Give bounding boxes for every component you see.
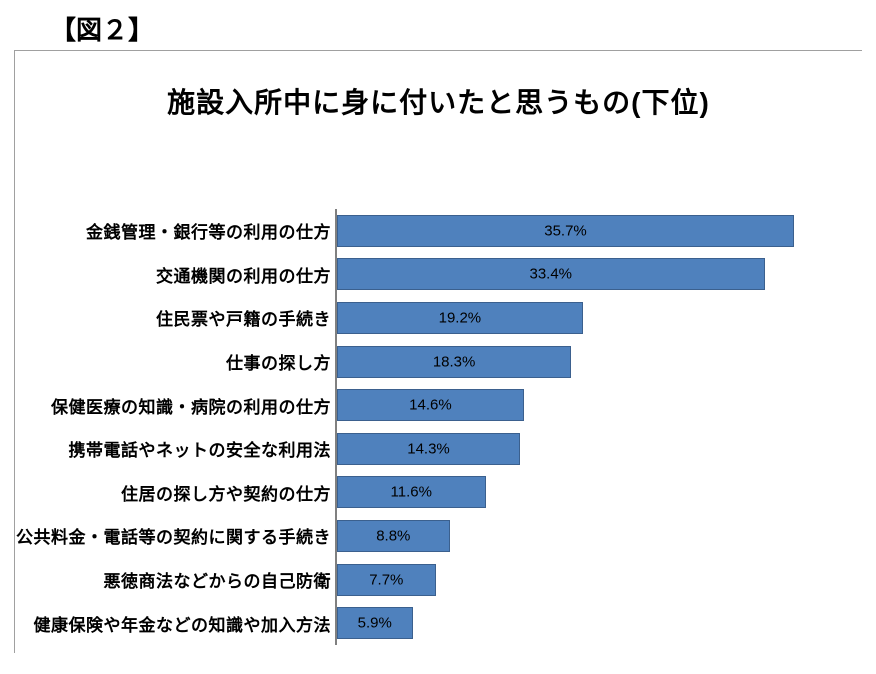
bar-row: 14.3% (337, 427, 849, 471)
category-label: 悪徳商法などからの自己防衛 (104, 558, 332, 602)
bar-row: 35.7% (337, 209, 849, 253)
figure-label: 【図２】 (0, 0, 876, 47)
bar-value-label: 33.4% (529, 266, 572, 283)
category-label: 住民票や戸籍の手続き (156, 296, 331, 340)
bar: 14.6% (337, 389, 524, 421)
bar-value-label: 18.3% (433, 353, 476, 370)
bar: 5.9% (337, 607, 413, 639)
category-label: 公共料金・電話等の契約に関する手続き (16, 514, 331, 558)
chart-title: 施設入所中に身に付いたと思うもの(下位) (15, 51, 862, 141)
bar: 18.3% (337, 346, 571, 378)
category-label: 仕事の探し方 (226, 340, 331, 384)
bar-row: 7.7% (337, 558, 849, 602)
bar-row: 18.3% (337, 340, 849, 384)
bar-value-label: 35.7% (544, 222, 587, 239)
category-label: 交通機関の利用の仕方 (156, 253, 331, 297)
bar-value-label: 5.9% (358, 615, 392, 632)
bar-row: 14.6% (337, 383, 849, 427)
bar-value-label: 19.2% (439, 309, 482, 326)
bar: 7.7% (337, 564, 436, 596)
bar-row: 19.2% (337, 296, 849, 340)
bar: 35.7% (337, 215, 794, 247)
category-label: 金銭管理・銀行等の利用の仕方 (86, 209, 331, 253)
category-label: 保健医療の知識・病院の利用の仕方 (51, 383, 331, 427)
bar: 19.2% (337, 302, 583, 334)
bar-value-label: 14.3% (407, 440, 450, 457)
bar-row: 5.9% (337, 601, 849, 645)
bar: 8.8% (337, 520, 450, 552)
category-label: 携帯電話やネットの安全な利用法 (69, 427, 332, 471)
bar-value-label: 8.8% (376, 527, 410, 544)
chart-frame: 施設入所中に身に付いたと思うもの(下位) 金銭管理・銀行等の利用の仕方 交通機関… (14, 50, 862, 653)
bar-row: 33.4% (337, 253, 849, 297)
bar-value-label: 11.6% (391, 484, 432, 501)
category-label: 健康保険や年金などの知識や加入方法 (34, 601, 332, 645)
bar: 14.3% (337, 433, 520, 465)
bar: 11.6% (337, 476, 486, 508)
plot-area: 35.7% 33.4% 19.2% 18.3% 14.6% 14.3% 11.6… (335, 209, 849, 645)
category-axis: 金銭管理・銀行等の利用の仕方 交通機関の利用の仕方 住民票や戸籍の手続き 仕事の… (15, 209, 331, 645)
bar-value-label: 7.7% (369, 571, 403, 588)
bar-row: 8.8% (337, 514, 849, 558)
bar: 33.4% (337, 258, 765, 290)
bar-value-label: 14.6% (409, 397, 452, 414)
category-label: 住居の探し方や契約の仕方 (121, 471, 331, 515)
bar-row: 11.6% (337, 471, 849, 515)
